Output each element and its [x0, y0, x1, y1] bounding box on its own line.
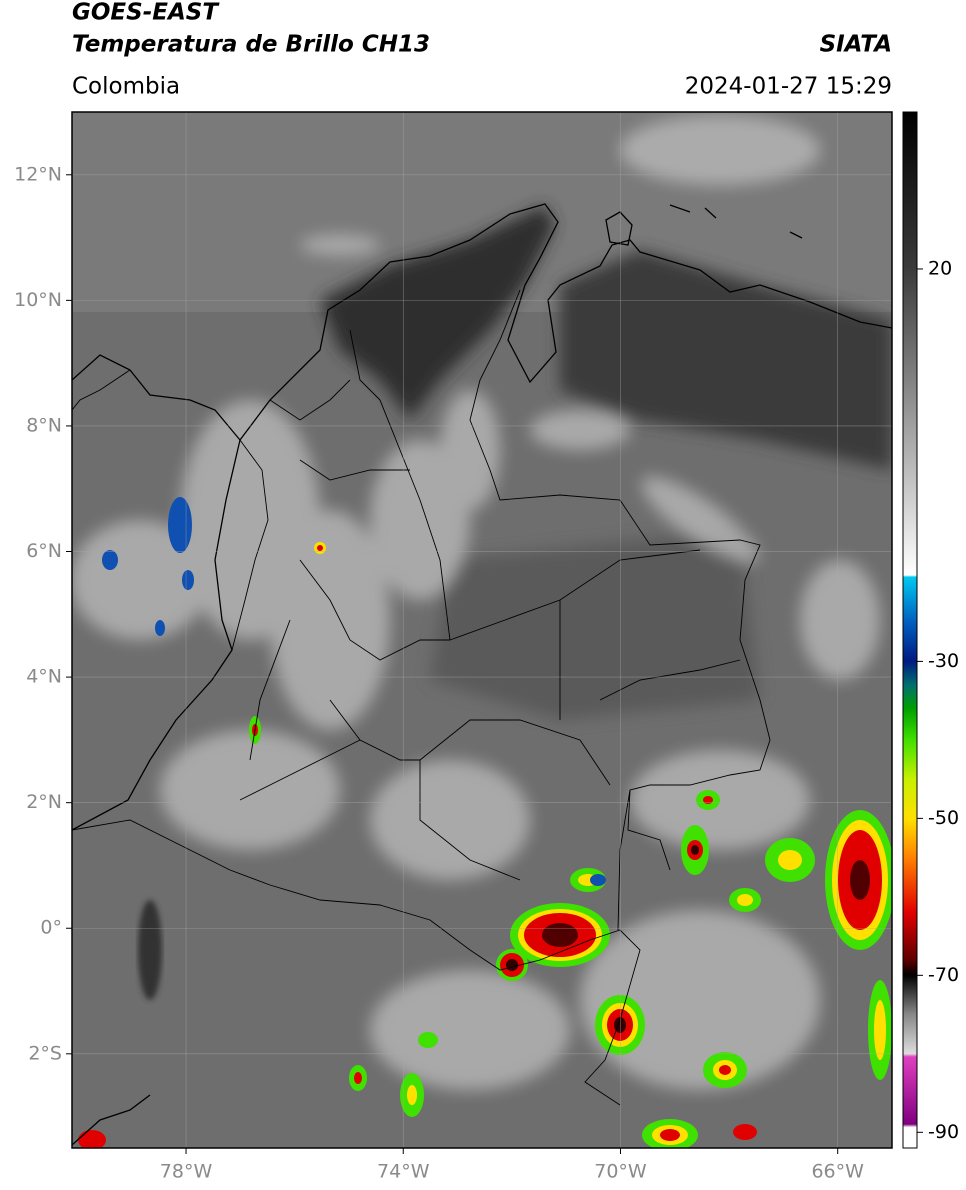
region: Colombia: [72, 74, 180, 100]
convective-cells: [78, 497, 892, 1148]
y-tick-label: 4°N: [26, 666, 62, 688]
colorbar-tick-label: -50: [928, 807, 959, 829]
x-tick-label: 70°W: [594, 1161, 647, 1183]
subtitle: Temperatura de Brillo CH13: [72, 32, 430, 58]
coastline: [605, 204, 803, 246]
colorbar: [902, 111, 918, 1149]
y-tick-label: 0°: [40, 917, 62, 939]
colorbar-tick-label: -70: [928, 964, 959, 986]
y-tick-label: 2°N: [26, 791, 62, 813]
political-borders: [72, 289, 771, 1106]
coastline: [72, 203, 892, 442]
y-tick-label: 10°N: [14, 289, 62, 311]
y-tick-label: 2°S: [28, 1042, 62, 1064]
colorbar-tick-label: 20: [928, 257, 952, 279]
colorbar-tick-label: -90: [928, 1121, 959, 1143]
x-tick-label: 66°W: [811, 1161, 864, 1183]
colorbar-tick-label: -30: [928, 650, 959, 672]
datetime: 2024-01-27 15:29: [685, 74, 892, 100]
source: SIATA: [820, 32, 892, 58]
map-frame: [71, 111, 893, 1149]
y-tick-label: 6°N: [26, 540, 62, 562]
y-tick-label: 12°N: [14, 163, 62, 185]
coastline: [72, 1094, 151, 1146]
x-tick-label: 78°W: [160, 1161, 213, 1183]
y-tick-label: 8°N: [26, 414, 62, 436]
graticule: [72, 112, 892, 1148]
coastline: [72, 439, 241, 831]
satellite-image: [72, 112, 892, 1148]
x-tick-label: 74°W: [377, 1161, 430, 1183]
title: GOES-EAST: [72, 0, 220, 26]
